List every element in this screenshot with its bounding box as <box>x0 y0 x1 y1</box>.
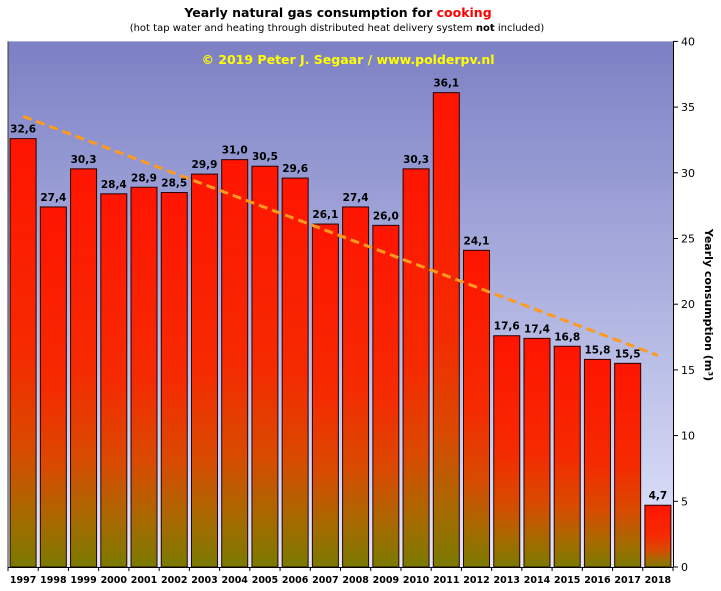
data-label-2007: 26,1 <box>312 209 338 221</box>
bars-group <box>9 92 672 568</box>
bar-2018 <box>644 504 672 568</box>
x-tick-label: 2016 <box>584 575 611 586</box>
x-tick-label: 2012 <box>463 575 489 586</box>
bar-2011 <box>432 92 460 568</box>
y-tick-label: 10 <box>681 430 695 443</box>
x-tick-label: 2004 <box>221 575 248 586</box>
chart-title: Yearly natural gas consumption for cooki… <box>183 5 491 20</box>
data-label-2018: 4,7 <box>649 490 668 502</box>
bar-1998 <box>39 206 67 568</box>
x-tick-label: 2015 <box>554 575 580 586</box>
bar-2008 <box>342 206 370 568</box>
chart-subtitle: (hot tap water and heating through distr… <box>130 23 545 34</box>
bar-2000 <box>100 193 128 568</box>
bar-2002 <box>160 192 188 568</box>
bar-1999 <box>70 168 98 568</box>
x-tick-label: 2010 <box>403 575 430 586</box>
bar-2009 <box>372 224 400 568</box>
data-label-2016: 15,8 <box>584 344 610 356</box>
labels-group: 1997 1998 1999 2000 2001 2002 2003 2004 2005 2006… <box>10 78 672 586</box>
data-label-1997: 32,6 <box>10 124 36 136</box>
chart-subtitle-emphasis: not <box>476 23 495 34</box>
bar-2016 <box>583 358 611 568</box>
bar-2017 <box>614 362 642 568</box>
bar-2003 <box>190 173 218 568</box>
bar-1997 <box>9 138 37 568</box>
data-label-2004: 31,0 <box>222 145 248 157</box>
copyright-credit: © 2019 Peter J. Segaar / www.polderpv.nl <box>201 52 494 67</box>
chart-subtitle-text: (hot tap water and heating through distr… <box>130 23 473 34</box>
data-label-2000: 28,4 <box>101 179 127 191</box>
data-label-2008: 27,4 <box>343 192 369 204</box>
data-label-2011: 36,1 <box>433 78 459 90</box>
trend-line <box>22 114 659 357</box>
data-label-2006: 29,6 <box>282 163 308 175</box>
y-tick-label: 0 <box>681 561 688 574</box>
chart-subtitle-end: included) <box>498 23 545 34</box>
y-tick-label: 20 <box>681 298 695 311</box>
trend-group <box>22 114 659 357</box>
x-tick-label: 2008 <box>342 575 369 586</box>
data-label-2001: 28,9 <box>131 172 157 184</box>
y-tick-label: 35 <box>681 101 695 114</box>
y-tick-label: 15 <box>681 364 695 377</box>
x-tick-label: 2007 <box>312 575 338 586</box>
bar-2012 <box>463 249 491 568</box>
data-label-2015: 16,8 <box>554 331 580 343</box>
y-tick-label: 40 <box>681 35 695 48</box>
data-label-1999: 30,3 <box>71 154 97 166</box>
bar-2005 <box>251 165 279 568</box>
chart-title-text: Yearly natural gas consumption for <box>183 5 433 20</box>
bar-2006 <box>281 177 309 568</box>
x-tick-label: 1999 <box>70 575 96 586</box>
x-tick-label: 1998 <box>40 575 67 586</box>
bar-2007 <box>311 223 339 568</box>
x-tick-label: 2009 <box>373 575 399 586</box>
x-tick-label: 2002 <box>161 575 187 586</box>
y-tick-label: 30 <box>681 167 695 180</box>
data-label-1998: 27,4 <box>40 192 66 204</box>
data-label-2013: 17,6 <box>494 321 520 333</box>
x-tick-label: 2005 <box>252 575 278 586</box>
x-tick-label: 1997 <box>10 575 36 586</box>
x-tick-label: 2011 <box>433 575 459 586</box>
y-axis-label: Yearly consumption (m³) <box>702 228 715 381</box>
x-tick-label: 2017 <box>614 575 640 586</box>
bar-2014 <box>523 337 551 568</box>
bar-2004 <box>221 159 249 568</box>
data-label-2005: 30,5 <box>252 151 278 163</box>
x-tick-label: 2006 <box>282 575 309 586</box>
x-tick-label: 2013 <box>494 575 520 586</box>
data-label-2014: 17,4 <box>524 323 550 335</box>
bar-2001 <box>130 186 158 568</box>
chart-title-highlight: cooking <box>437 5 492 20</box>
data-label-2017: 15,5 <box>615 348 641 360</box>
y-tick-label: 25 <box>681 233 695 246</box>
x-tick-label: 2018 <box>645 575 672 586</box>
data-label-2009: 26,0 <box>373 210 399 222</box>
axes-group: 0 5 10 15 20 25 30 35 40 <box>7 35 695 574</box>
data-label-2003: 29,9 <box>192 159 218 171</box>
data-label-2012: 24,1 <box>464 235 490 247</box>
bar-2010 <box>402 168 430 568</box>
x-tick-label: 2014 <box>524 575 551 586</box>
data-label-2010: 30,3 <box>403 154 429 166</box>
y-tick-label: 5 <box>681 495 688 508</box>
data-label-2002: 28,5 <box>161 178 187 190</box>
bar-2015 <box>553 345 581 568</box>
bar-2013 <box>493 335 521 568</box>
x-tick-label: 2003 <box>191 575 217 586</box>
x-tick-label: 2000 <box>101 575 128 586</box>
x-tick-label: 2001 <box>131 575 157 586</box>
